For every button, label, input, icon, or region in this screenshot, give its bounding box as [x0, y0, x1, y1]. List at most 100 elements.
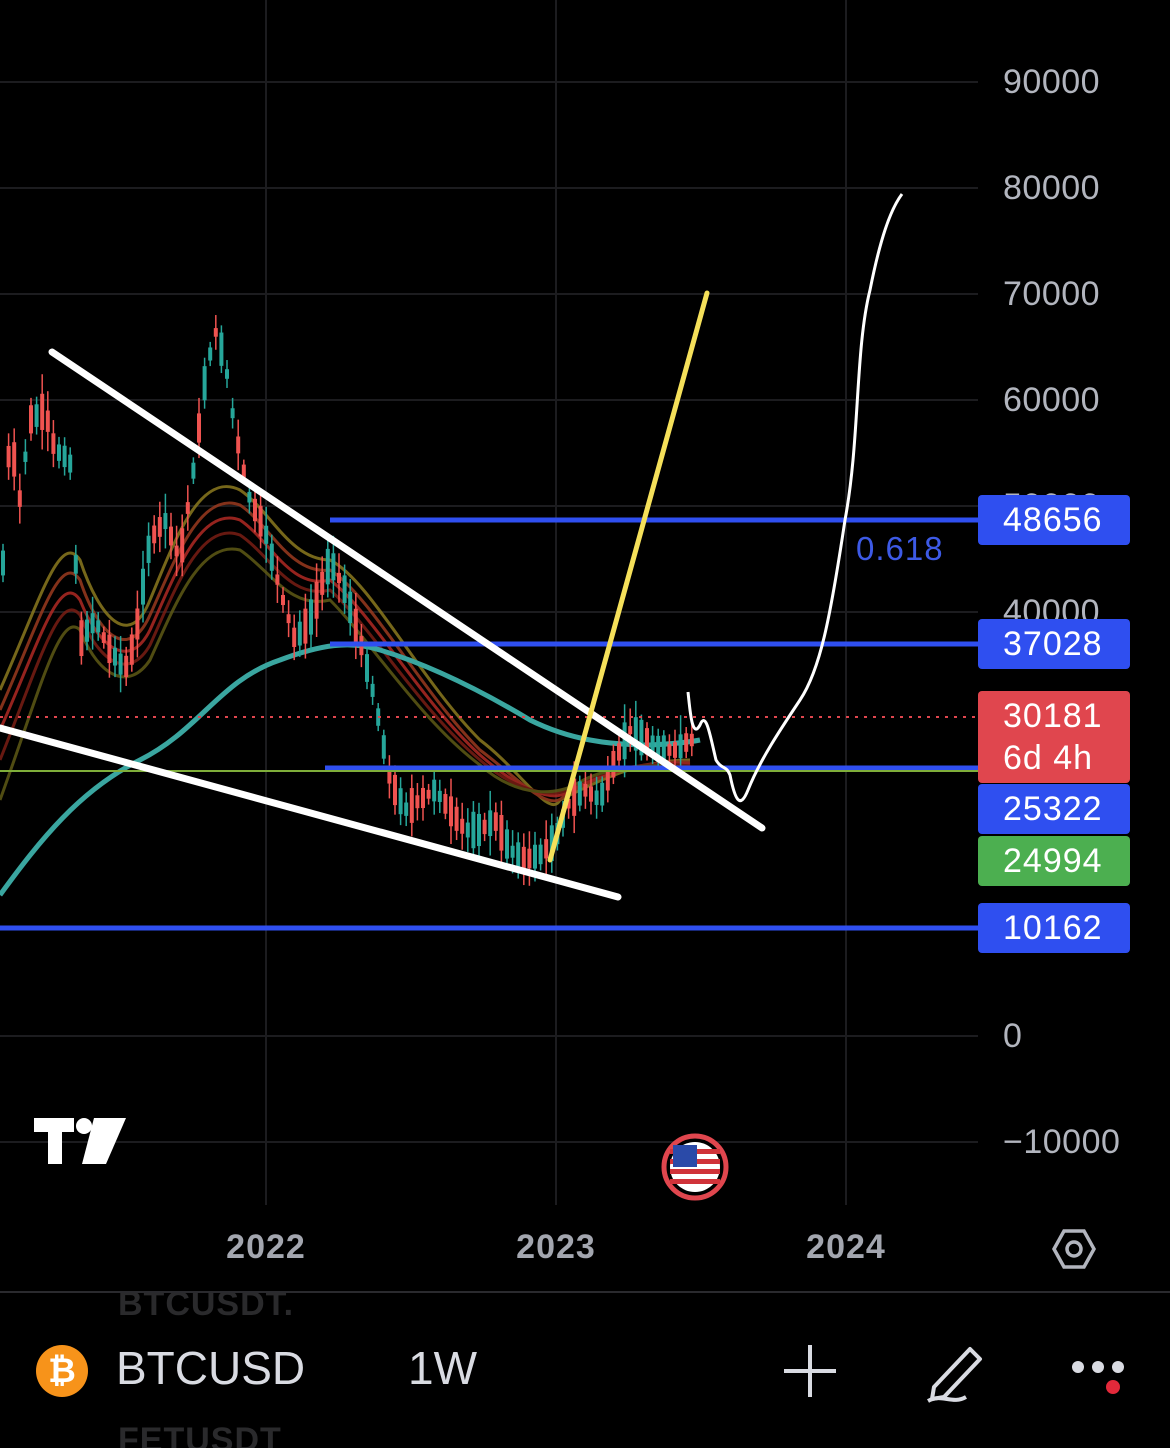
- candle-body: [426, 789, 431, 799]
- price-tag-10162[interactable]: 10162: [978, 903, 1130, 953]
- candle-body: [62, 445, 67, 468]
- candle-body: [314, 581, 319, 619]
- candle-body: [645, 728, 649, 755]
- candle-body: [617, 743, 621, 761]
- chart-canvas[interactable]: [0, 0, 1170, 1290]
- candle-body: [101, 632, 106, 643]
- candle-body: [34, 404, 39, 427]
- candle-body: [286, 614, 291, 624]
- symbol-button[interactable]: BTCUSD: [116, 1342, 306, 1394]
- candle-body: [230, 408, 235, 419]
- price-tag-37028[interactable]: 37028: [978, 619, 1130, 669]
- x-axis-label: 2023: [516, 1228, 596, 1266]
- lower-trendline: [0, 724, 622, 901]
- ghost-watchlist-item: BTCUSDT.: [118, 1291, 295, 1323]
- y-axis-label: −10000: [1003, 1123, 1121, 1161]
- candle-body: [303, 608, 308, 644]
- candle-body: [510, 845, 515, 858]
- candle-body: [129, 634, 134, 665]
- candle-body: [398, 788, 403, 815]
- candle-body: [6, 445, 11, 468]
- candle-body: [348, 591, 353, 624]
- candle-body: [96, 620, 101, 633]
- candle-body: [404, 802, 409, 816]
- price-tag-48656[interactable]: 48656: [978, 495, 1130, 545]
- candle-body: [432, 779, 437, 802]
- candle-body: [353, 608, 358, 644]
- y-axis-label: 70000: [1003, 275, 1101, 313]
- candlestick-series: [1, 315, 694, 886]
- candle-body: [365, 654, 369, 682]
- more-menu-icon[interactable]: [1068, 1355, 1132, 1395]
- price-tag-25322[interactable]: 25322: [978, 784, 1130, 834]
- candle-body: [684, 733, 689, 752]
- candle-body: [566, 798, 571, 809]
- candle-body: [639, 719, 644, 756]
- candle-body: [275, 574, 280, 585]
- candle-body: [337, 572, 341, 584]
- candle-body: [1, 550, 5, 576]
- ema-ribbon: [0, 485, 691, 807]
- candle-body: [51, 433, 56, 454]
- x-axis-label: 2024: [806, 1228, 886, 1266]
- candle-body: [236, 436, 241, 454]
- candle-body: [85, 619, 89, 642]
- candle-body: [421, 787, 425, 809]
- candle-body: [146, 535, 151, 563]
- candle-body: [449, 796, 453, 827]
- candle-body: [488, 810, 493, 837]
- drawing-pen-icon[interactable]: [922, 1335, 992, 1405]
- x-axis-label: 2022: [226, 1228, 306, 1266]
- candle-body: [163, 513, 168, 530]
- bitcoin-icon[interactable]: ₿: [36, 1345, 88, 1397]
- candle-body: [527, 848, 532, 869]
- add-plus-icon[interactable]: [782, 1343, 838, 1399]
- fib-level-label: 0.618: [856, 530, 944, 567]
- candle-body: [225, 369, 229, 379]
- candle-body: [241, 464, 246, 478]
- candle-body: [583, 783, 588, 797]
- candle-body: [689, 733, 694, 747]
- candle-body: [281, 594, 285, 606]
- candle-body: [538, 844, 543, 865]
- candle-body: [471, 811, 476, 849]
- candle-body: [600, 782, 605, 806]
- candle-body: [342, 575, 347, 603]
- candle-body: [589, 786, 593, 802]
- candle-body: [219, 332, 224, 366]
- candle-body: [409, 788, 414, 823]
- y-axis-label: 90000: [1003, 63, 1101, 101]
- candle-body: [320, 571, 325, 595]
- candle-body: [415, 795, 420, 809]
- candle-body: [23, 451, 28, 462]
- candle-body: [169, 526, 173, 546]
- y-axis-label: 0: [1003, 1017, 1023, 1055]
- candle-body: [521, 846, 526, 872]
- candle-body: [572, 778, 577, 816]
- candle-body: [292, 627, 297, 647]
- candle-body: [45, 410, 50, 432]
- candle-body: [477, 813, 481, 847]
- yellow-projection-line: [547, 290, 710, 863]
- candle-body: [57, 444, 61, 461]
- candle-body: [17, 490, 22, 507]
- candle-body: [141, 568, 145, 605]
- candle-body: [258, 505, 263, 537]
- candle-body: [656, 735, 661, 762]
- candle-body: [516, 842, 521, 869]
- tradingview-logo-icon: [34, 1118, 126, 1164]
- candle-body: [180, 528, 185, 563]
- interval-button[interactable]: 1W: [408, 1342, 477, 1394]
- last-price-tag[interactable]: 30181 6d 4h: [978, 691, 1130, 783]
- candle-body: [208, 347, 213, 361]
- chart-grid: [0, 0, 978, 1205]
- candle-body: [124, 655, 129, 677]
- candle-body: [482, 819, 487, 835]
- candle-body: [650, 735, 655, 755]
- bar-countdown: 6d 4h: [1003, 739, 1094, 777]
- price-tag-24994[interactable]: 24994: [978, 836, 1130, 886]
- upper-trendline: [48, 348, 766, 832]
- candle-body: [331, 553, 336, 581]
- ghost-watchlist-item: FETUSDT: [118, 1421, 282, 1448]
- candle-body: [264, 525, 269, 544]
